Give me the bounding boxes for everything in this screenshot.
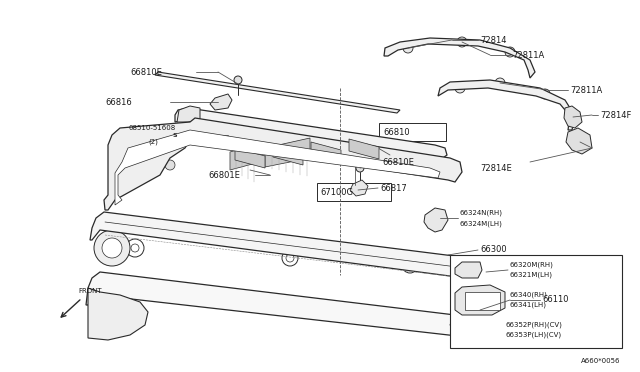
- Text: 66810E: 66810E: [382, 157, 414, 167]
- Polygon shape: [175, 108, 447, 160]
- Text: 66801E: 66801E: [208, 170, 240, 180]
- Polygon shape: [311, 142, 341, 162]
- Circle shape: [138, 168, 152, 182]
- Text: 72814: 72814: [480, 35, 506, 45]
- Polygon shape: [450, 255, 622, 348]
- Text: 66810E: 66810E: [130, 67, 162, 77]
- Text: S: S: [173, 132, 177, 138]
- Text: 66320M(RH): 66320M(RH): [510, 262, 554, 268]
- Polygon shape: [265, 138, 310, 167]
- Polygon shape: [424, 208, 448, 232]
- Text: 72814F: 72814F: [600, 110, 632, 119]
- Text: 66817: 66817: [380, 183, 407, 192]
- Polygon shape: [177, 106, 200, 122]
- Polygon shape: [273, 145, 303, 165]
- Polygon shape: [235, 148, 265, 168]
- FancyBboxPatch shape: [317, 183, 391, 201]
- Circle shape: [234, 76, 242, 84]
- Text: 66110: 66110: [542, 295, 568, 305]
- Polygon shape: [465, 292, 500, 310]
- Text: 66341(LH): 66341(LH): [510, 302, 547, 308]
- Polygon shape: [564, 106, 582, 128]
- Circle shape: [460, 316, 476, 332]
- Polygon shape: [349, 139, 379, 159]
- Text: 66324M(LH): 66324M(LH): [460, 221, 503, 227]
- Polygon shape: [86, 272, 492, 340]
- Text: 66340(RH): 66340(RH): [510, 292, 548, 298]
- Circle shape: [106, 312, 118, 324]
- Circle shape: [574, 136, 586, 148]
- Text: 66810: 66810: [383, 128, 410, 137]
- Text: 66816: 66816: [105, 97, 132, 106]
- Polygon shape: [450, 310, 485, 336]
- Text: 08510-51608: 08510-51608: [128, 125, 175, 131]
- Circle shape: [467, 296, 477, 306]
- Polygon shape: [350, 180, 368, 196]
- Text: 66352P(RH)(CV): 66352P(RH)(CV): [506, 322, 563, 328]
- Text: 66353P(LH)(CV): 66353P(LH)(CV): [506, 332, 562, 338]
- Polygon shape: [384, 38, 535, 78]
- Circle shape: [142, 172, 148, 178]
- Circle shape: [567, 111, 579, 123]
- Text: 67100G: 67100G: [320, 187, 353, 196]
- Text: 72811A: 72811A: [570, 86, 602, 94]
- Circle shape: [98, 304, 126, 332]
- Circle shape: [457, 37, 467, 47]
- Polygon shape: [88, 288, 148, 340]
- Circle shape: [540, 89, 550, 99]
- Circle shape: [167, 127, 183, 143]
- Polygon shape: [566, 128, 592, 154]
- Circle shape: [102, 238, 122, 258]
- Text: (2): (2): [148, 139, 158, 145]
- Circle shape: [451, 319, 473, 341]
- Circle shape: [431, 215, 441, 225]
- Text: 72814E: 72814E: [480, 164, 512, 173]
- Circle shape: [495, 78, 505, 88]
- Circle shape: [505, 47, 515, 57]
- Text: A660*0056: A660*0056: [580, 358, 620, 364]
- Polygon shape: [455, 285, 505, 315]
- Polygon shape: [210, 94, 232, 110]
- Polygon shape: [90, 212, 482, 280]
- Circle shape: [457, 325, 467, 335]
- Polygon shape: [115, 130, 440, 205]
- Circle shape: [94, 230, 130, 266]
- Text: 66300: 66300: [480, 246, 507, 254]
- Circle shape: [455, 83, 465, 93]
- Polygon shape: [104, 118, 462, 210]
- Text: 72811A: 72811A: [512, 51, 544, 60]
- Circle shape: [165, 160, 175, 170]
- Text: 66324N(RH): 66324N(RH): [460, 210, 503, 216]
- Polygon shape: [455, 262, 482, 278]
- Polygon shape: [155, 72, 400, 113]
- Circle shape: [403, 43, 413, 53]
- Circle shape: [356, 164, 364, 172]
- Polygon shape: [438, 80, 575, 130]
- Text: 66321M(LH): 66321M(LH): [510, 272, 553, 278]
- Polygon shape: [230, 143, 260, 170]
- Text: FRONT: FRONT: [78, 288, 102, 294]
- FancyBboxPatch shape: [379, 123, 446, 141]
